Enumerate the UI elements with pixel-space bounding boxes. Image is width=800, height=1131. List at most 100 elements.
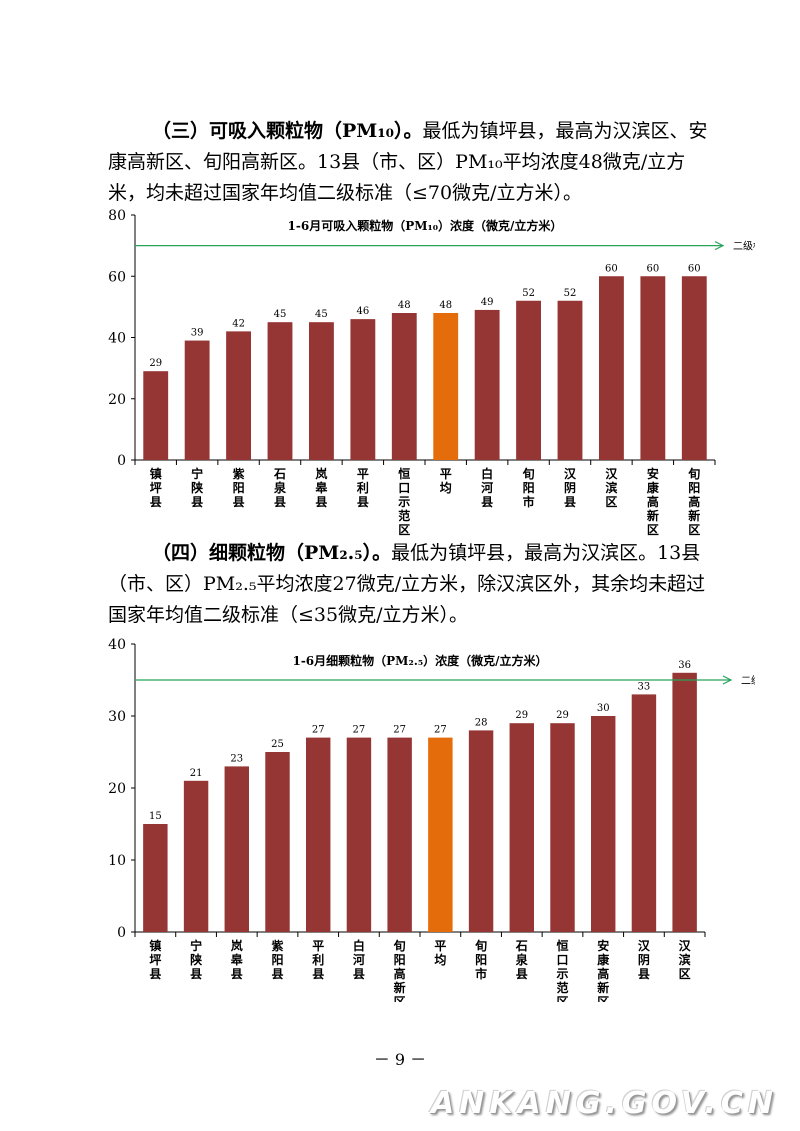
category-label: 旬阳高新区 [393, 938, 406, 1002]
pm25-chart: 0 10 20 30 40 1-6月细颗粒物（PM₂.₅）浓度（微克/立方米） 15 镇坪县 2… [95, 632, 781, 1009]
category-label: 白河县 [352, 938, 365, 981]
category-label: 平均 [434, 939, 446, 967]
bar [672, 672, 697, 932]
data-label: 25 [271, 739, 284, 750]
y-tick-label: 10 [108, 853, 126, 869]
bar [640, 276, 666, 460]
category-label: 镇坪县 [150, 466, 162, 509]
category-label: 石泉县 [273, 467, 287, 509]
pm25-chart-svg: 0 10 20 30 40 1-6月细颗粒物（PM₂.₅）浓度（微克/立方米） 15 镇坪县 2… [108, 637, 781, 1009]
bar [226, 331, 251, 460]
y-tick-label: 40 [108, 637, 126, 653]
y-tick-label: 20 [108, 392, 126, 408]
data-label: 42 [232, 318, 245, 329]
y-tick-label: 0 [117, 925, 126, 941]
category-label: 宁陕县 [190, 938, 202, 981]
standard-label: 二级标准 [741, 675, 755, 687]
category-label: 恒口示范区 [555, 938, 568, 1002]
bar [428, 737, 453, 932]
category-label: 宁陕县 [191, 466, 203, 509]
bar [550, 723, 575, 932]
bar [143, 371, 169, 460]
pm10-body: 最低为镇坪县，最高为汉滨区、安康高新区、旬阳高新区。13县（市、区）PM₁₀平均… [108, 120, 708, 204]
data-label: 60 [646, 263, 659, 274]
bar [591, 716, 616, 932]
bar [224, 766, 249, 932]
bar [516, 300, 541, 460]
bar [468, 730, 494, 932]
standard-arrow-icon [714, 241, 725, 251]
bar [433, 313, 459, 460]
category-label: 安康高新区 [647, 466, 660, 537]
y-tick-label: 80 [108, 208, 126, 224]
data-label: 33 [638, 681, 651, 692]
data-label: 27 [353, 725, 366, 736]
bar [265, 752, 290, 932]
category-label: 石泉县 [515, 939, 529, 981]
bar [309, 322, 334, 460]
bar [143, 824, 168, 932]
category-label: 白河县 [480, 466, 493, 509]
data-label: 45 [315, 309, 328, 320]
data-label: 29 [149, 358, 162, 369]
bar [474, 309, 500, 460]
chart-title: 1-6月细颗粒物（PM₂.₅）浓度（微克/立方米） [292, 653, 547, 668]
data-label: 27 [393, 725, 406, 736]
category-label: 汉滨区 [679, 938, 692, 981]
bar [306, 737, 331, 932]
bar [184, 340, 210, 460]
data-label: 27 [434, 725, 447, 736]
data-label: 60 [688, 263, 701, 274]
y-tick-label: 20 [108, 781, 126, 797]
bar [183, 780, 209, 932]
category-label: 汉阴县 [638, 938, 651, 981]
bar [509, 723, 534, 932]
data-label: 52 [564, 288, 577, 299]
bar [391, 313, 417, 460]
y-tick-label: 60 [108, 269, 126, 285]
data-label: 36 [678, 660, 691, 671]
pm25-paragraph: （四）细颗粒物（PM₂.₅）。最低为镇坪县，最高为汉滨区。13县（市、区）PM₂… [108, 538, 708, 631]
category-label: 旬阳市 [474, 938, 487, 981]
pm10-heading: （三）可吸入颗粒物（PM₁₀）。 [152, 120, 423, 142]
bar [631, 694, 657, 932]
pm10-paragraph: （三）可吸入颗粒物（PM₁₀）。最低为镇坪县，最高为汉滨区、安康高新区、旬阳高新… [108, 116, 708, 209]
bar [557, 300, 583, 460]
category-label: 旬阳高新区 [687, 466, 700, 537]
data-label: 39 [191, 328, 204, 339]
data-label: 45 [274, 309, 287, 320]
category-label: 平均 [440, 467, 452, 495]
data-label: 52 [522, 288, 535, 299]
data-label: 29 [515, 710, 528, 721]
category-label: 平利县 [312, 939, 324, 981]
pm25-body: 最低为镇坪县，最高为汉滨区。13县（市、区）PM₂.₅平均浓度27微克/立方米，… [108, 542, 706, 626]
bar [387, 737, 412, 932]
standard-label: 二级标准 [733, 241, 755, 253]
data-label: 21 [190, 768, 203, 779]
pm10-chart: 0 20 40 60 80 1-6月可吸入颗粒物（PM₁₀）浓度（微克/立方米） 29 镇坪县… [95, 200, 773, 544]
data-label: 49 [481, 297, 494, 308]
y-tick-label: 30 [108, 709, 126, 725]
pm10-chart-svg: 0 20 40 60 80 1-6月可吸入颗粒物（PM₁₀）浓度（微克/立方米） 29 镇坪县… [108, 208, 773, 537]
pm25-heading: （四）细颗粒物（PM₂.₅）。 [152, 542, 392, 564]
y-tick-label: 40 [108, 331, 126, 347]
site-watermark: ANKANG.GOV.CN [430, 1086, 778, 1121]
category-label: 汉阴县 [564, 466, 577, 509]
chart-title: 1-6月可吸入颗粒物（PM₁₀）浓度（微克/立方米） [288, 218, 563, 233]
category-label: 恒口示范区 [397, 466, 410, 537]
category-label: 岚皋县 [231, 938, 244, 981]
data-label: 15 [149, 811, 162, 822]
data-label: 46 [356, 306, 369, 317]
data-label: 48 [439, 300, 452, 311]
category-label: 安康高新区 [597, 938, 610, 1002]
y-tick-label: 0 [117, 453, 126, 469]
data-label: 23 [230, 753, 243, 764]
bar [681, 276, 707, 460]
category-label: 紫阳县 [233, 466, 245, 509]
data-label: 60 [605, 263, 618, 274]
data-label: 29 [556, 710, 569, 721]
data-label: 28 [475, 717, 488, 728]
bar [267, 322, 293, 460]
standard-arrow-icon [722, 675, 733, 685]
bar [346, 737, 372, 932]
